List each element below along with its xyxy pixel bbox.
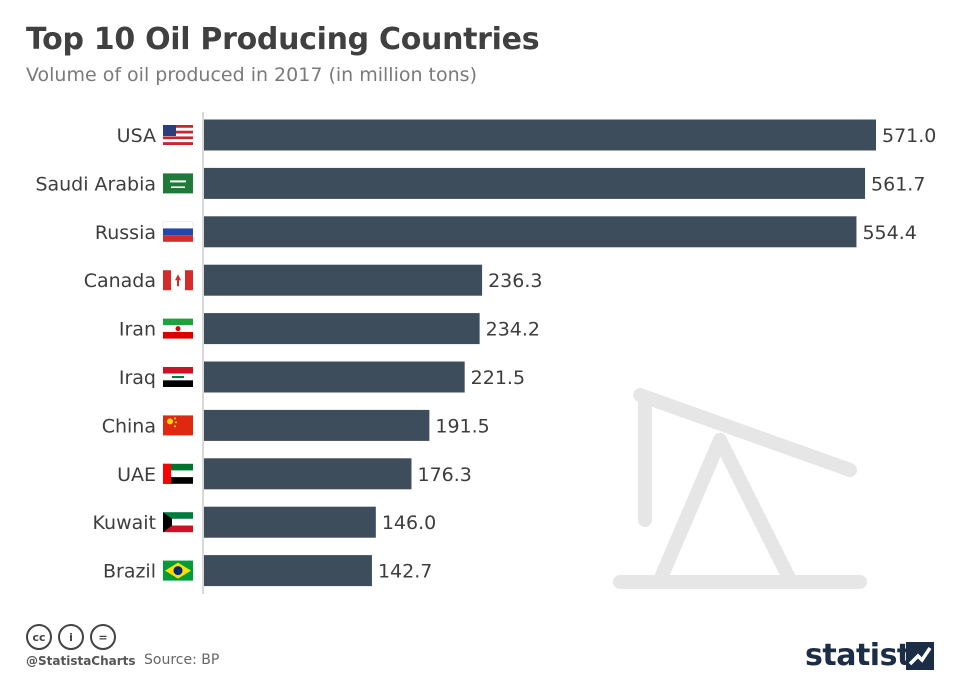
bar-brazil [204,555,372,587]
twitter-handle: @StatistaCharts [26,654,136,668]
value-label: 236.3 [488,270,542,292]
value-label: 176.3 [417,464,471,486]
bar-chart: 571.0 USA 561.7 Saudi Arabia 554.4 Russia 236.… [35,112,936,594]
oil-pump-watermark-icon [613,388,867,589]
canada-flag-icon [163,270,193,291]
value-label: 191.5 [435,415,489,437]
cc-icon: cc [26,624,52,650]
bar-saudi-arabia [204,167,866,199]
category-label: China [102,415,156,437]
bar-usa [204,119,876,151]
category-label: UAE [117,464,156,486]
category-label: Canada [84,270,156,292]
brazil-flag-icon [163,560,193,581]
usa-flag-icon [163,125,193,145]
russia-flag-icon [162,221,194,242]
category-label: Saudi Arabia [35,173,156,195]
bar-iraq [204,361,465,393]
uae-flag-icon [163,463,193,484]
bar-russia [204,216,857,248]
category-label: Iraq [119,367,156,389]
chart-title: Top 10 Oil Producing Countries [26,22,540,57]
bar-china [204,409,430,441]
bar-iran [204,313,480,345]
statista-logo-mark-icon [906,642,934,670]
category-label: USA [117,125,156,147]
iraq-flag-icon [163,367,193,387]
value-label: 561.7 [871,173,925,195]
value-label: 146.0 [382,512,436,534]
bar-kuwait [204,506,376,538]
kuwait-flag-icon [163,512,193,533]
value-label: 554.4 [862,222,916,244]
value-label: 142.7 [378,561,432,583]
category-label: Kuwait [93,512,156,534]
nd-icon: = [90,624,116,650]
category-label: Brazil [103,561,156,583]
by-icon: i [58,624,84,650]
saudi-arabia-flag-icon [163,173,193,194]
value-label: 234.2 [486,319,540,341]
bar-uae [204,458,412,490]
china-flag-icon [163,415,193,436]
chart-subtitle: Volume of oil produced in 2017 (in milli… [26,64,477,86]
license-icons: cc i = [26,624,116,650]
value-label: 571.0 [882,125,936,147]
iran-flag-icon [163,318,193,339]
bar-canada [204,264,483,296]
category-label: Russia [95,222,156,244]
value-label: 221.5 [471,367,525,389]
category-label: Iran [119,319,156,341]
source-note: Source: BP [144,652,220,668]
